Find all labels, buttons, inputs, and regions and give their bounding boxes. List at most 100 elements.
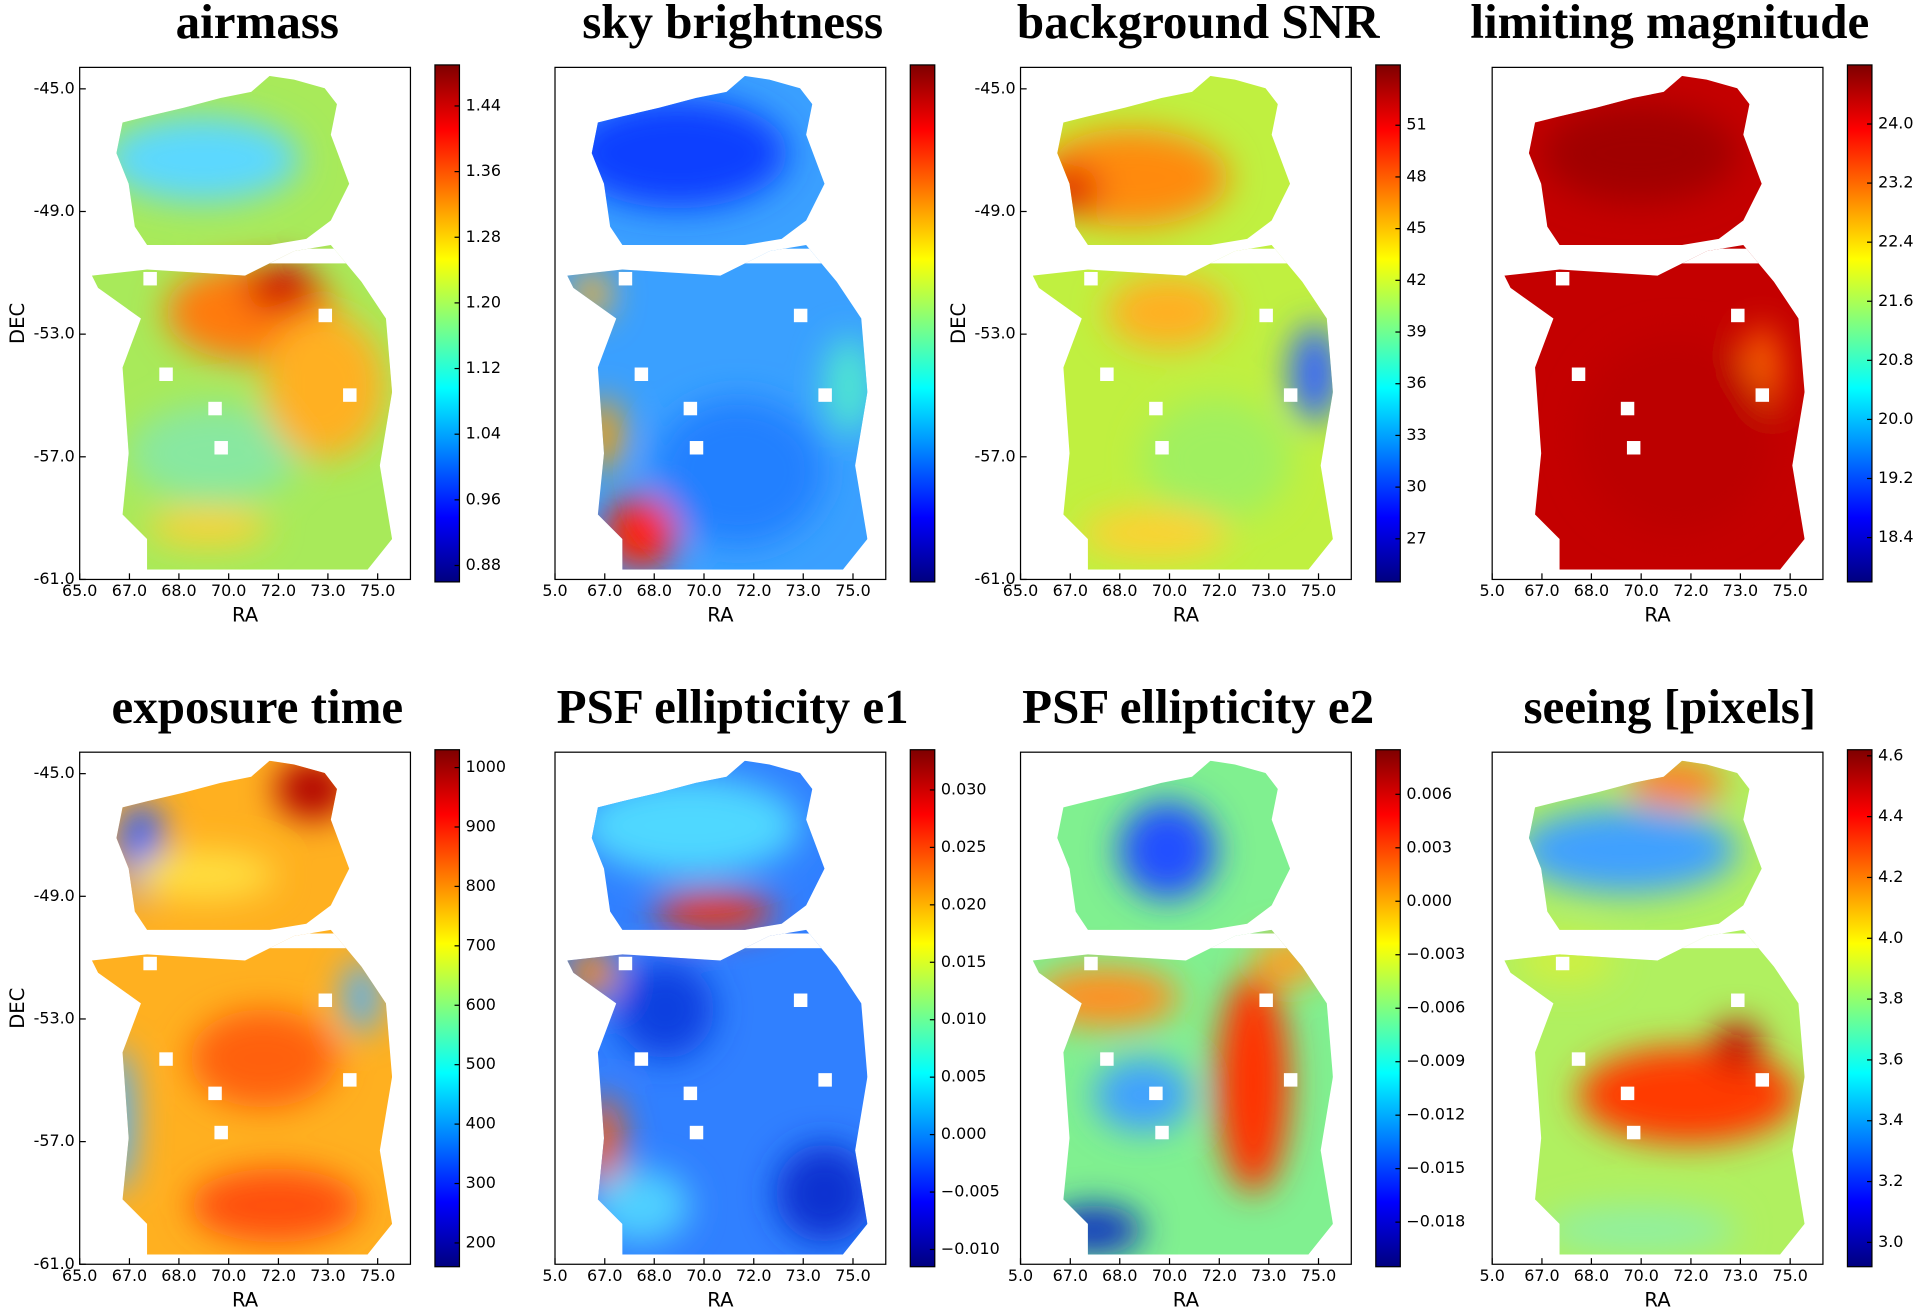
- map-hole: [1259, 993, 1273, 1007]
- map-hole: [1259, 308, 1273, 323]
- panel-title: exposure time: [111, 679, 403, 734]
- panel: PSF ellipticity e2 5.0 67.0 68.0 70.0 72.0 73.…: [1008, 679, 1465, 1312]
- colorbar-tick-label: 800: [466, 876, 496, 895]
- plot-frame: [554, 751, 887, 1265]
- x-tick-label: 68.0: [161, 581, 196, 600]
- map-patch: [275, 760, 350, 820]
- map-patch: [128, 850, 276, 900]
- colorbar-tick-label: 3.4: [1878, 1110, 1903, 1129]
- colorbar-tick-label: 0.025: [941, 837, 987, 856]
- x-axis-label: RA: [1173, 604, 1200, 627]
- y-tick-label: -61.0: [34, 569, 75, 588]
- map-patch: [653, 893, 776, 930]
- map-hole: [343, 388, 357, 402]
- x-tick-label: 75.0: [360, 581, 395, 600]
- plot-frame: [1019, 66, 1352, 581]
- y-tick-label: -57.0: [974, 446, 1015, 465]
- map-patch: [1516, 807, 1738, 894]
- colorbar-tick-label: 1.12: [466, 358, 501, 377]
- colorbar-tick-label: −0.009: [1406, 1051, 1465, 1070]
- map-hole: [634, 1052, 649, 1066]
- map-gap: [177, 248, 374, 264]
- map-hole: [1755, 388, 1770, 402]
- map-gap: [1590, 933, 1787, 949]
- map-hole: [618, 271, 633, 286]
- colorbar-tick-label: −0.006: [1406, 998, 1465, 1017]
- heatmap-image: [91, 760, 393, 1255]
- map-hole: [689, 1125, 704, 1140]
- x-tick-label: 65.0: [1003, 581, 1038, 600]
- x-tick-label: 67.0: [1524, 1266, 1559, 1285]
- map-hole: [818, 388, 832, 402]
- colorbar-tick-label: 0.020: [941, 894, 987, 913]
- map-patch: [263, 312, 386, 460]
- colorbar-tick-label: 500: [466, 1054, 496, 1073]
- map-gap: [653, 933, 850, 949]
- colorbar-tick-label: 700: [466, 935, 496, 954]
- map-patch: [585, 398, 623, 472]
- colorbar: [1846, 64, 1873, 583]
- colorbar-tick-label: 0.96: [466, 489, 501, 508]
- panel-title: PSF ellipticity e1: [557, 679, 909, 734]
- colorbar-tick-label: 0.000: [941, 1124, 987, 1143]
- x-tick-label: 68.0: [637, 581, 672, 600]
- x-tick-label: 75.0: [1772, 581, 1807, 600]
- map-hole: [634, 367, 649, 381]
- panel-title: seeing [pixels]: [1523, 679, 1816, 734]
- colorbar-tick-label: 4.2: [1878, 867, 1903, 886]
- x-tick-label: 67.0: [1524, 581, 1559, 600]
- map-texture: [104, 116, 386, 546]
- x-axis-label: RA: [232, 1289, 259, 1312]
- colorbar-tick-label: 200: [466, 1232, 496, 1251]
- y-tick-label: -57.0: [34, 446, 75, 465]
- map-hole: [208, 401, 222, 416]
- x-tick-label: 70.0: [1623, 581, 1658, 600]
- map-patch: [824, 336, 868, 435]
- x-tick-label: 70.0: [686, 581, 721, 600]
- colorbar-tick-label: 3.2: [1878, 1171, 1903, 1190]
- map-patch: [775, 1144, 868, 1243]
- colorbar-tick-label: 24.0: [1878, 114, 1913, 133]
- colorbar-tick-label: 4.4: [1878, 806, 1903, 825]
- x-tick-label: 5.0: [542, 1266, 567, 1285]
- y-tick-label: -61.0: [974, 569, 1015, 588]
- map-hole: [1626, 1125, 1641, 1140]
- colorbar-tick-label: 600: [466, 995, 496, 1014]
- map-hole: [689, 441, 704, 455]
- map-hole: [618, 956, 633, 971]
- y-tick-label: -49.0: [34, 201, 75, 220]
- x-tick-label: 72.0: [1673, 581, 1708, 600]
- colorbar-tick-label: 22.4: [1878, 232, 1913, 251]
- map-hole: [1283, 1073, 1298, 1087]
- panel: seeing [pixels] 5.0 67.0 68.0 70.0 72.0 73.0 75…: [1480, 679, 1904, 1312]
- map-hole: [1149, 401, 1163, 416]
- plot-frame: [79, 66, 412, 581]
- panel: background SNR 65.0 67.0 68.0 70.0 72.0 73.0 75…: [947, 0, 1427, 627]
- x-tick-label: 5.0: [1008, 1266, 1033, 1285]
- map-patch: [189, 1168, 362, 1243]
- panel-title: sky brightness: [582, 0, 883, 49]
- map-patch: [1143, 398, 1291, 521]
- colorbar: [909, 749, 936, 1268]
- x-tick-label: 75.0: [1772, 1266, 1807, 1285]
- x-tick-label: 75.0: [835, 1266, 870, 1285]
- x-axis-label: RA: [1173, 1289, 1200, 1312]
- colorbar: [434, 64, 461, 583]
- y-tick-label: -53.0: [974, 324, 1015, 343]
- x-tick-label: 75.0: [1301, 581, 1336, 600]
- map-patch: [189, 1009, 337, 1108]
- map-patch: [653, 398, 825, 546]
- panel: airmass 65.0 67.0 68.0 70.0 72.0 73.0 75.0 RA -45…: [6, 0, 501, 627]
- colorbar-tick-label: 20.0: [1878, 409, 1913, 428]
- colorbar: [434, 749, 461, 1268]
- map-patch: [245, 263, 319, 313]
- colorbar-tick-label: 400: [466, 1114, 496, 1133]
- map-patch: [1081, 508, 1229, 558]
- map-hole: [1084, 271, 1098, 286]
- x-tick-label: 67.0: [112, 581, 147, 600]
- x-tick-label: 68.0: [1102, 1266, 1137, 1285]
- map-texture: [567, 98, 868, 570]
- map-hole: [159, 367, 173, 381]
- heatmap-image: [1032, 75, 1333, 570]
- panel-title: background SNR: [1017, 0, 1380, 49]
